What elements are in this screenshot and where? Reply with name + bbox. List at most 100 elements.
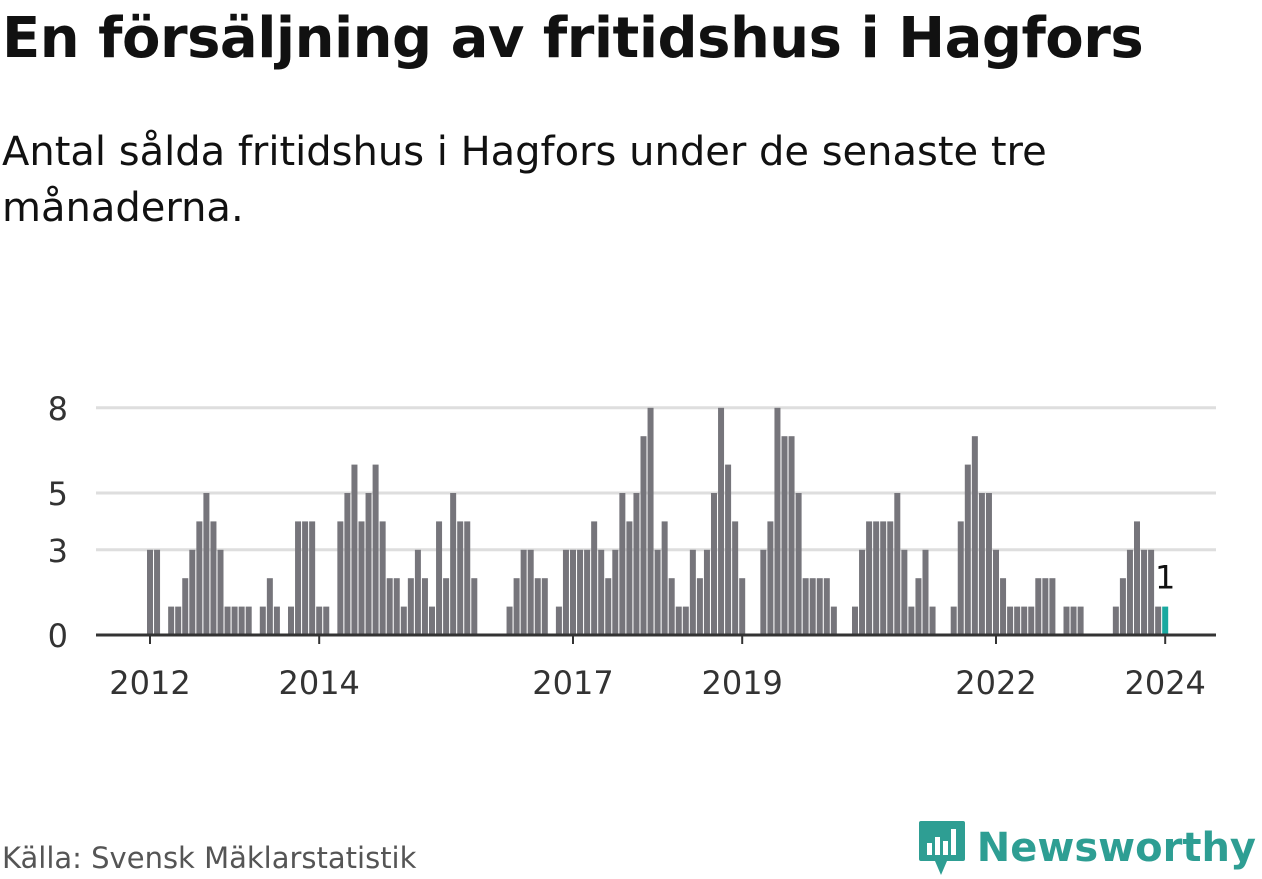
bar [802,578,809,635]
chart-subtitle: Antal sålda fritidshus i Hagfors under d… [2,129,1047,231]
x-tick-label-2022: 2022 [955,664,1036,702]
bar [344,493,351,635]
bar [689,549,696,635]
bar [950,606,957,635]
bar [816,578,823,635]
x-tick-label-2014: 2014 [278,664,359,702]
bar [788,436,795,635]
bar [633,493,640,635]
bar [703,549,710,635]
x-tick-label-2019: 2019 [701,664,782,702]
bar [795,493,802,635]
bar [866,521,873,635]
bar [675,606,682,635]
bar [1134,521,1140,635]
bar [457,521,464,635]
bar [626,521,633,635]
x-tick-label-2024: 2024 [1124,664,1205,702]
bar [760,549,767,635]
y-tick-label-0: 0 [48,617,68,655]
chart-title: En försäljning av fritidshus i Hagfors [2,6,1144,71]
bar [414,549,421,635]
brand-logo[interactable]: Newsworthy [917,819,1256,877]
bar [929,606,936,635]
bar [1119,578,1126,635]
bar [823,578,830,635]
bar [739,578,746,635]
bar [957,521,964,635]
bar [1155,606,1162,635]
bar [577,549,584,635]
bars: 1 [147,407,1178,635]
bar [654,549,661,635]
bar [718,407,725,635]
bar [584,549,591,635]
bar [147,549,153,635]
bar [168,606,175,635]
bar [407,578,414,635]
bar [337,521,344,635]
bar [964,464,971,635]
bar [640,436,647,635]
bar [436,521,443,635]
bar [372,464,379,635]
bar [266,578,273,635]
bar [1148,549,1155,635]
bar [527,549,534,635]
bar [1035,578,1042,635]
bar [1007,606,1014,635]
y-tick-label-8: 8 [48,390,68,428]
bar [302,521,309,635]
x-tick-label-2017: 2017 [532,664,613,702]
bar [922,549,929,635]
bar [450,493,457,635]
bar [273,606,280,635]
bar [175,606,182,635]
bar [1141,549,1148,635]
bar [351,464,358,635]
bar [873,521,880,635]
bar [217,549,224,635]
bar [520,549,527,635]
bar [732,521,739,635]
bar [506,606,513,635]
bar [400,606,407,635]
highlight-value-label: 1 [1155,559,1175,597]
bar [224,606,231,635]
bar [245,606,252,635]
bar [1077,606,1084,635]
bar-highlight [1162,606,1169,635]
x-axis: 2012 2014 2017 2019 2022 2024 [96,633,1216,702]
bar [605,578,612,635]
bar [809,578,816,635]
bar [316,606,323,635]
bar [443,578,450,635]
bar [647,407,654,635]
grid-lines [96,406,1216,552]
bar [767,521,774,635]
bar [1028,606,1035,635]
bar [562,549,569,635]
bar [859,549,866,635]
bar [513,578,520,635]
bar [985,493,992,635]
bar [696,578,703,635]
bar [1126,549,1133,635]
bar [421,578,428,635]
bar [598,549,605,635]
bar [365,493,372,635]
bar [668,578,675,635]
bar [295,521,302,635]
newsworthy-logo-icon [918,821,965,875]
bar [774,407,781,635]
bar [534,578,541,635]
y-axis-labels: 0 3 5 8 [48,390,68,655]
bar [971,436,978,635]
bar [682,606,689,635]
bar [189,549,196,635]
bar [993,549,999,635]
bar [830,606,837,635]
bar [358,521,365,635]
bar [852,606,858,635]
